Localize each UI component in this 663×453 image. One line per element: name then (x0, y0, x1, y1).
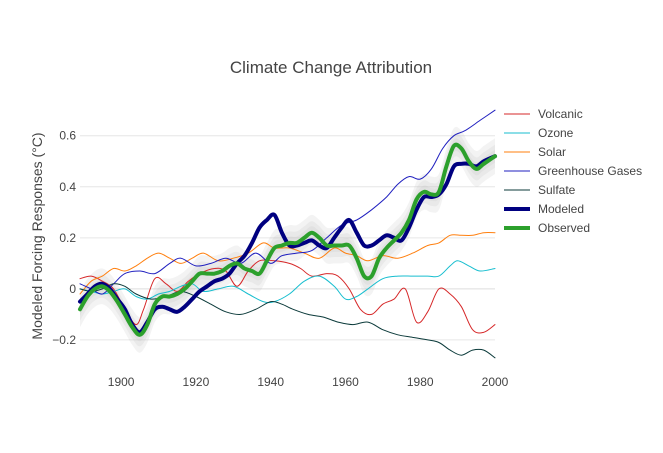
x-tick-label: 1940 (257, 375, 284, 389)
x-tick-label: 1920 (183, 375, 210, 389)
y-tick-label: 0.4 (59, 180, 76, 194)
y-tick-label: 0.2 (59, 231, 76, 245)
series-lines (78, 109, 497, 359)
series-line-solar (79, 232, 496, 295)
x-tick-label: 2000 (482, 375, 509, 389)
series-line-observed (78, 142, 497, 337)
legend-label: Ozone (538, 126, 574, 140)
legend-label: Modeled (538, 202, 584, 216)
legend-item-greenhouse-gases[interactable]: Greenhouse Gases (504, 164, 642, 178)
x-tick-label: 1980 (407, 375, 434, 389)
legend-item-volcanic[interactable]: Volcanic (504, 107, 583, 121)
legend-item-sulfate[interactable]: Sulfate (504, 183, 576, 197)
legend-item-observed[interactable]: Observed (504, 221, 590, 235)
legend-item-solar[interactable]: Solar (504, 145, 566, 159)
series-line-sulfate (79, 283, 496, 359)
legend-label: Volcanic (538, 107, 583, 121)
y-tick-label: −0.2 (52, 333, 76, 347)
legend[interactable]: Volcanic Ozone Solar Greenhouse Gases Sulfat… (504, 107, 642, 235)
legend-item-modeled[interactable]: Modeled (504, 202, 584, 216)
tick-labels: −0.2 0 0.2 0.4 0.6 1900 1920 1940 1960 1980 2000 (52, 129, 508, 389)
y-axis-title: Modeled Forcing Responses (°C) (29, 132, 45, 339)
chart-title: Climate Change Attribution (230, 58, 432, 77)
series-line-greenhouse-gases (79, 109, 496, 295)
y-tick-label: 0 (69, 282, 76, 296)
x-tick-label: 1900 (108, 375, 135, 389)
legend-label: Sulfate (538, 183, 576, 197)
legend-label: Observed (538, 221, 590, 235)
legend-label: Solar (538, 145, 566, 159)
y-tick-label: 0.6 (59, 129, 76, 143)
series-line-volcanic (79, 259, 496, 334)
x-tick-label: 1960 (332, 375, 359, 389)
legend-label: Greenhouse Gases (538, 164, 642, 178)
series-line-ozone (79, 260, 496, 304)
legend-item-ozone[interactable]: Ozone (504, 126, 574, 140)
